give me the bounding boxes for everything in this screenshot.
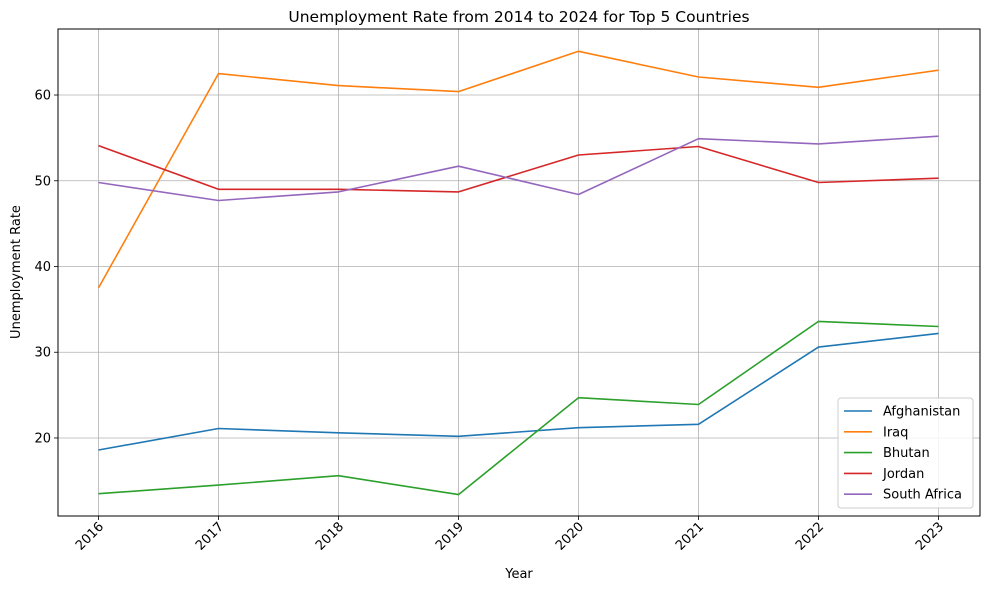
y-tick-label: 60 [34, 89, 51, 104]
chart-title: Unemployment Rate from 2014 to 2024 for … [288, 8, 749, 26]
y-axis-label: Unemployment Rate [9, 205, 24, 339]
legend-box [837, 397, 974, 509]
legend-label-bhutan: Bhutan [883, 446, 930, 461]
x-axis-label: Year [504, 567, 533, 582]
series-line-jordan [98, 144, 939, 193]
series-line-bhutan [98, 320, 939, 496]
series-line-afghanistan [98, 332, 939, 451]
y-tick-label: 30 [34, 346, 51, 361]
y-axis-ticks: 20 30 40 50 60 [34, 89, 58, 446]
legend-label-afghanistan: Afghanistan [883, 405, 960, 420]
plot-frame [57, 28, 981, 517]
y-tick-label: 40 [34, 260, 51, 275]
y-tick-label: 20 [34, 431, 51, 446]
legend-label-jordan: Jordan [882, 467, 924, 482]
series-lines [97, 50, 939, 496]
legend: Afghanistan Iraq Bhutan Jordan South Africa [837, 397, 974, 509]
gridlines [58, 29, 980, 516]
y-tick-label: 50 [34, 174, 51, 189]
legend-label-south-africa: South Africa [883, 488, 962, 503]
series-line-iraq [97, 50, 939, 289]
series-line-south-africa [98, 135, 939, 202]
legend-label-iraq: Iraq [883, 425, 908, 440]
